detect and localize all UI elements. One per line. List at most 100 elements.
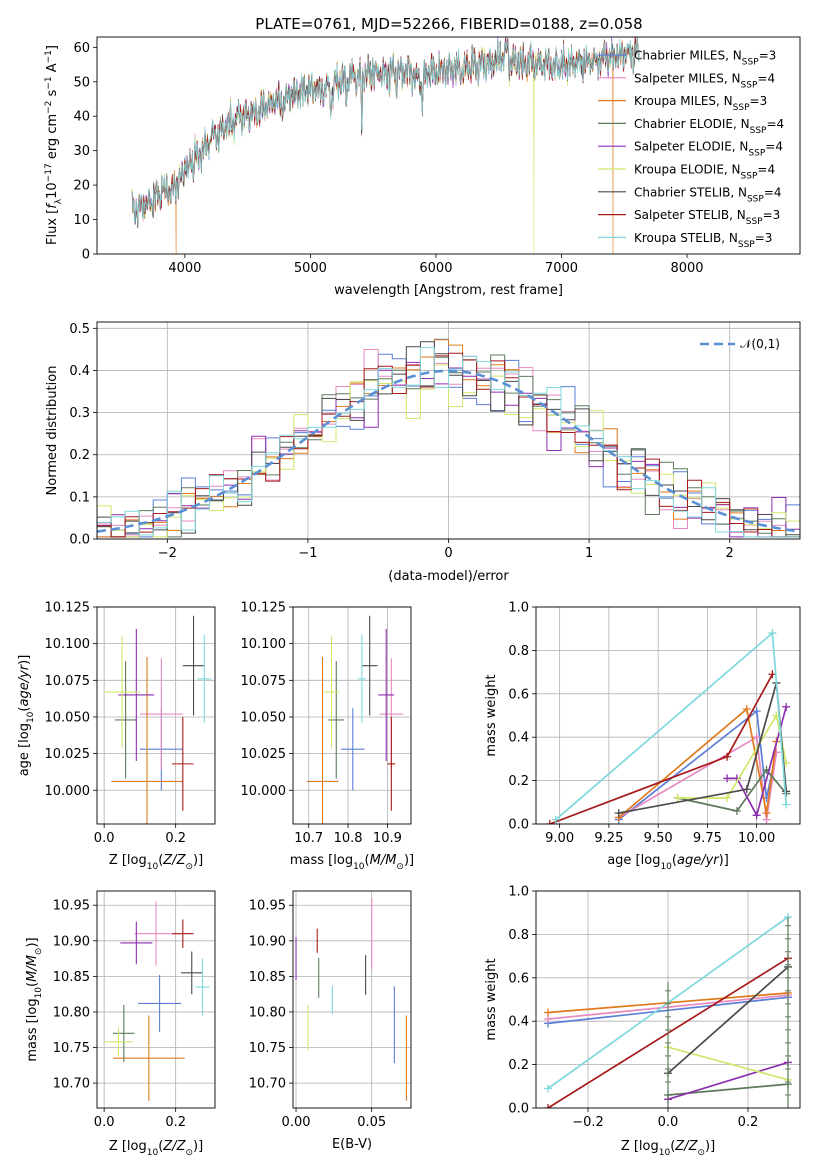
x-tick-label: 0.2: [738, 1115, 759, 1130]
weight-marker: [782, 800, 791, 809]
y-tick-label: 0.8: [508, 928, 529, 943]
weight-line-salpeter-elodie: [727, 706, 788, 818]
y-tick-label: 0.4: [508, 1015, 529, 1030]
x-tick-label: 10.8: [334, 831, 363, 846]
weight-marker: [544, 1084, 552, 1093]
y-tick-label: 0.0: [69, 533, 90, 548]
x-tick-label: 2: [726, 546, 734, 561]
weight-line-salpeter-miles: [618, 735, 778, 820]
axes-frame: [96, 321, 801, 540]
weight-line-chabrier-elodie: [677, 768, 787, 812]
y-tick-label: 10.95: [53, 899, 90, 914]
y-tick-label: 10.70: [249, 1077, 286, 1092]
y-tick-label: 20: [73, 179, 90, 194]
x-axis-label: Z [log10(Z/Z⊙)]: [109, 1139, 203, 1158]
y-tick-label: 10.000: [241, 784, 287, 799]
x-axis-label: mass [log10(M/M⊙)]: [290, 853, 414, 872]
age-vs-metallicity-panel: 0.0 0.2 10.000 10.025 10.050 10.075 10.100 10.1…: [17, 601, 216, 872]
weight-marker: [762, 809, 771, 818]
x-tick-label: 9.25: [594, 831, 623, 846]
x-axis-label: Z [log10(Z/Z⊙)]: [109, 853, 203, 872]
y-tick-label: 10.075: [241, 674, 287, 689]
x-axis-label: age [log10(age/yr)]: [607, 853, 729, 872]
y-tick-label: 10.050: [241, 710, 287, 725]
spectrum-panel: 4000 5000 6000 7000 8000 0 10 20 30 40 50 60 Chabrie…: [44, 36, 801, 298]
y-tick-label: 10.100: [45, 637, 91, 652]
y-axis-label: mass weight: [484, 958, 499, 1040]
y-tick-label: 10.025: [241, 747, 287, 762]
x-tick-label: 9.00: [545, 831, 574, 846]
x-tick-label: 8000: [670, 261, 703, 276]
x-tick-label: 4000: [168, 261, 201, 276]
x-axis-label: (data-model)/error: [388, 569, 509, 584]
y-tick-label: 50: [73, 75, 90, 90]
axes-frame: [96, 36, 801, 255]
x-tick-label: 6000: [419, 261, 452, 276]
legend-label: Kroupa STELIB, NSSP=3: [634, 231, 772, 250]
weight-marker: [782, 702, 791, 711]
y-tick-label: 10.125: [45, 601, 91, 616]
x-tick-label: 0.00: [282, 1115, 311, 1130]
weight-marker: [673, 793, 682, 802]
weight-marker: [752, 733, 761, 742]
y-tick-label: 0.4: [69, 364, 90, 379]
weight-marker: [723, 752, 732, 761]
legend-label: Salpeter ELODIE, NSSP=4: [634, 140, 783, 159]
age-vs-mass-panel: 10.7 10.8 10.9 10.000 10.025 10.050 10.075 10.1…: [241, 601, 415, 873]
weight-marker: [752, 707, 761, 716]
legend-label: Kroupa MILES, NSSP=3: [634, 94, 767, 113]
weight-marker: [544, 1104, 552, 1108]
y-tick-label: 10.90: [53, 934, 90, 949]
x-tick-label: −0.2: [572, 1115, 604, 1130]
legend-label: Chabrier MILES, NSSP=3: [634, 49, 776, 68]
y-tick-label: 10.80: [249, 1005, 286, 1020]
axes-frame: [292, 606, 412, 825]
weight-vs-age-panel: 9.00 9.25 9.50 9.75 10.00 0.0 0.2 0.4 0.6 0.8 1.0 a…: [484, 601, 801, 872]
weight-line-salpeter-elodie: [667, 1061, 789, 1101]
histogram-kroupa-stelib: [97, 347, 800, 538]
y-tick-label: 10.100: [241, 637, 287, 652]
x-tick-label: 0.0: [94, 831, 115, 846]
x-tick-label: 0.0: [658, 1115, 679, 1130]
axes-frame: [292, 890, 412, 1109]
x-axis-label: E(B-V): [332, 1137, 372, 1152]
y-tick-label: 10.90: [249, 934, 286, 949]
y-tick-label: 0.4: [508, 731, 529, 746]
weight-lines: [545, 629, 791, 824]
y-tick-label: 10.050: [45, 710, 91, 725]
weight-marker: [545, 820, 554, 824]
weight-marker: [752, 811, 761, 820]
weight-marker: [742, 785, 751, 794]
y-tick-label: 10.75: [53, 1041, 90, 1056]
x-axis-label: wavelength [Angstrom, rest frame]: [334, 283, 563, 298]
y-tick-label: 0: [82, 248, 90, 263]
y-tick-label: 40: [73, 110, 90, 125]
y-tick-label: 10.75: [249, 1041, 286, 1056]
y-tick-label: 10.075: [45, 674, 91, 689]
y-axis-label: Flux [fλ10−17 erg cm−2 s−1 A−1]: [44, 45, 64, 245]
x-tick-label: 0.05: [357, 1115, 386, 1130]
x-tick-label: 10.9: [373, 831, 402, 846]
y-tick-label: 10.025: [45, 747, 91, 762]
x-axis-label: Z [log10(Z/Z⊙)]: [621, 1139, 715, 1158]
x-tick-label: 0: [444, 546, 452, 561]
legend-label: Chabrier STELIB, NSSP=4: [634, 185, 782, 204]
y-tick-label: 10.80: [53, 1005, 90, 1020]
y-tick-label: 10.95: [249, 899, 286, 914]
weight-marker: [551, 815, 560, 824]
weight-line-chabrier-stelib: [667, 966, 789, 1074]
y-tick-label: 30: [73, 144, 90, 159]
x-tick-label: 10.7: [294, 831, 323, 846]
errorbar-points: [295, 898, 408, 1101]
weight-marker: [723, 793, 732, 802]
axes-frame: [535, 890, 801, 1109]
legend-label: Chabrier ELODIE, NSSP=4: [634, 117, 784, 136]
weight-line-kroupa-miles: [618, 707, 778, 819]
y-tick-label: 0.1: [69, 490, 90, 505]
x-tick-label: 1: [585, 546, 593, 561]
y-tick-label: 10.000: [45, 784, 91, 799]
y-tick-label: 0.0: [508, 1102, 529, 1117]
x-tick-label: 0.0: [94, 1115, 115, 1130]
